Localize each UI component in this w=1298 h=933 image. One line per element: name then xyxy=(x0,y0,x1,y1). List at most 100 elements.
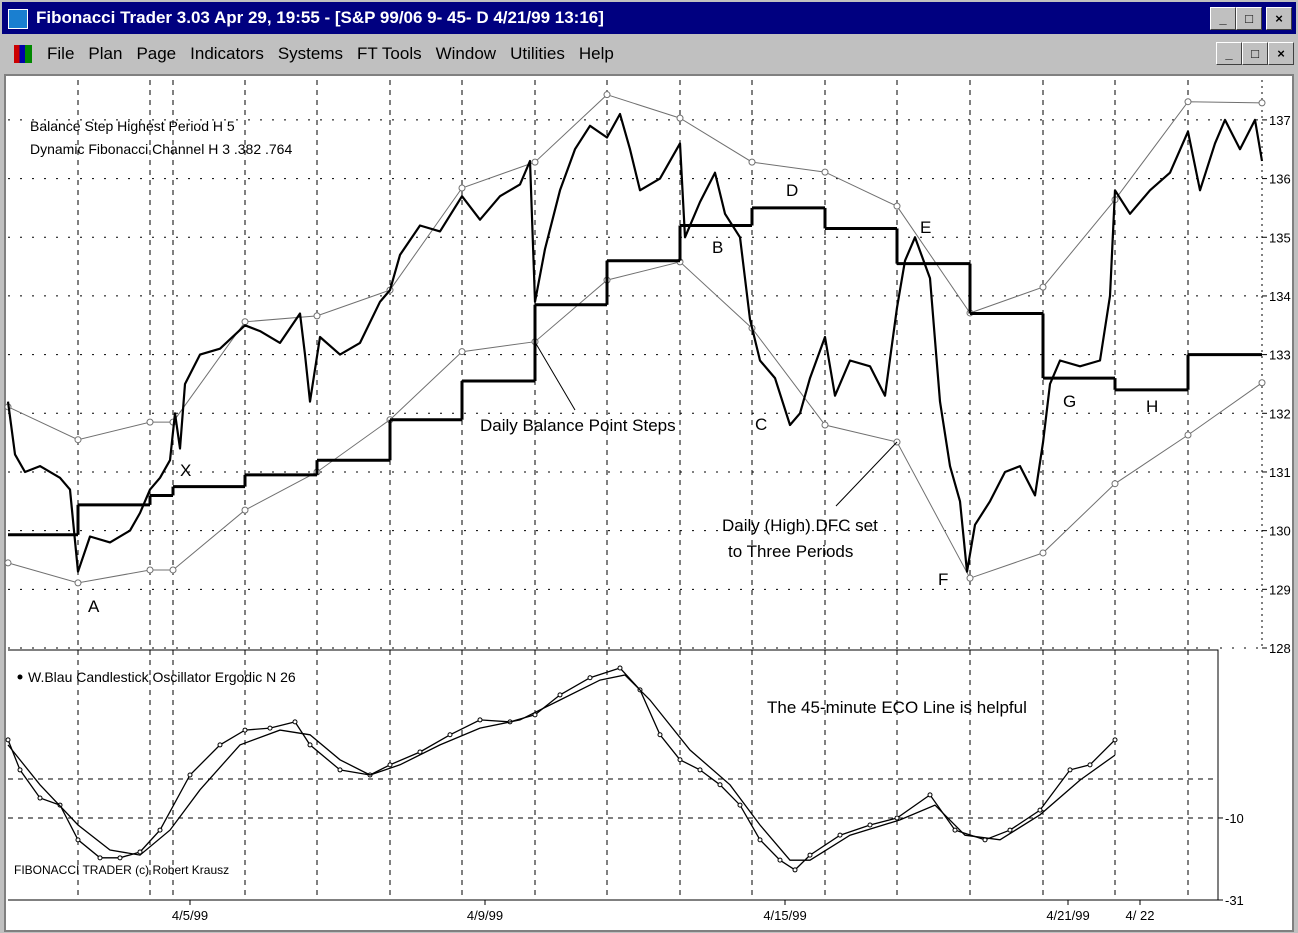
channel-point xyxy=(1039,283,1047,291)
annotation: Daily (High) DFC set xyxy=(722,516,878,535)
annotation: E xyxy=(920,218,931,237)
oscillator-point xyxy=(737,802,743,808)
grid: 128 129 130 131 132 133 134 135 136 137 -10 -31 4/5/… xyxy=(8,80,1291,923)
oscillator-point xyxy=(307,742,313,748)
menu-item[interactable]: Systems xyxy=(277,44,344,63)
menu-item[interactable]: Indicators xyxy=(190,44,264,63)
menu-item[interactable]: Utilities xyxy=(510,44,565,63)
oscillator-point xyxy=(927,792,933,798)
annotation: to Three Periods xyxy=(728,542,853,561)
annotation: H xyxy=(1146,397,1158,416)
y-tick-label: 136 xyxy=(1269,172,1291,187)
oscillator-point xyxy=(792,867,798,873)
doc-minimize-button[interactable]: _ xyxy=(1216,42,1242,65)
oscillator-point xyxy=(267,725,273,731)
y-tick-label: 137 xyxy=(1269,113,1291,128)
y-tick-label: -10 xyxy=(1225,811,1244,826)
y-tick-label: 128 xyxy=(1269,641,1291,656)
app-icon xyxy=(8,9,28,29)
doc-maximize-button[interactable]: □ xyxy=(1242,42,1268,65)
channel-point xyxy=(241,506,249,514)
x-tick-label: 4/21/99 xyxy=(1046,908,1089,923)
channel-point xyxy=(169,566,177,574)
oscillator-point xyxy=(187,772,193,778)
oscillator-point xyxy=(677,757,683,763)
close-button[interactable]: × xyxy=(1266,7,1292,30)
oscillator-point xyxy=(1007,827,1013,833)
oscillator-point xyxy=(97,855,103,861)
x-tick-label: 4/15/99 xyxy=(763,908,806,923)
x-tick-label: 4/5/99 xyxy=(172,908,208,923)
menu-item[interactable]: Window xyxy=(435,44,497,63)
legend-text: Dynamic Fibonacci Channel H 3 .382 .764 xyxy=(30,141,292,157)
channel-point xyxy=(821,168,829,176)
menu-item[interactable]: Help xyxy=(578,44,614,63)
channel-point xyxy=(313,312,321,320)
oscillator-frame xyxy=(8,649,1219,901)
channel-point xyxy=(1184,431,1192,439)
channel-point xyxy=(146,418,154,426)
oscillator-point xyxy=(952,827,958,833)
annotation: The 45-minute ECO Line is helpful xyxy=(767,698,1027,717)
channel-point xyxy=(1039,549,1047,557)
menu-item[interactable]: FT Tools xyxy=(357,44,422,63)
channel-point xyxy=(241,318,249,326)
oscillator-point xyxy=(137,849,143,855)
menu-item[interactable]: Plan xyxy=(88,44,123,63)
oscillator-point xyxy=(617,665,623,671)
menu-bar: File Plan Page Indicators Systems FT Tools Win… xyxy=(2,37,1296,71)
oscillator-point xyxy=(697,767,703,773)
oscillator-line xyxy=(7,674,1116,861)
legend-bullet xyxy=(17,674,23,680)
y-tick-label: 135 xyxy=(1269,230,1291,245)
footer: FIBONACCI TRADER (c) Robert Krausz xyxy=(14,863,229,877)
oscillator-point xyxy=(387,762,393,768)
oscillator-point xyxy=(5,737,11,743)
oscillator-point xyxy=(557,692,563,698)
annotation: A xyxy=(88,597,100,616)
x-tick-label: 4/9/99 xyxy=(467,908,503,923)
y-tick-label: 131 xyxy=(1269,465,1291,480)
oscillator-point xyxy=(242,727,248,733)
channel-point xyxy=(821,421,829,429)
y-tick-label: -31 xyxy=(1225,893,1244,908)
title-bar: Fibonacci Trader 3.03 Apr 29, 19:55 - [S… xyxy=(2,2,1296,34)
channel-point xyxy=(1258,379,1266,387)
oscillator-point xyxy=(807,852,813,858)
annotation: B xyxy=(712,238,723,257)
leader-line xyxy=(534,341,576,411)
annotation: G xyxy=(1063,392,1076,411)
minimize-button[interactable]: _ xyxy=(1210,7,1236,30)
maximize-button[interactable]: □ xyxy=(1236,7,1262,30)
annotation: X xyxy=(180,461,191,480)
oscillator-point xyxy=(657,732,663,738)
oscillator-point xyxy=(75,837,81,843)
oscillator-point xyxy=(587,675,593,681)
oscillator-point xyxy=(477,717,483,723)
oscillator-point xyxy=(1067,767,1073,773)
annotation: D xyxy=(786,181,798,200)
oscillator-point xyxy=(717,782,723,788)
channel-point xyxy=(1258,99,1266,107)
doc-close-button[interactable]: × xyxy=(1268,42,1294,65)
channel-point xyxy=(966,574,974,582)
menu-item[interactable]: File xyxy=(47,44,75,63)
channel-point xyxy=(74,579,82,587)
oscillator-point xyxy=(837,832,843,838)
channel-point xyxy=(458,348,466,356)
oscillator-point xyxy=(157,827,163,833)
channel-point xyxy=(146,566,154,574)
oscillator-point xyxy=(1037,807,1043,813)
oscillator-point xyxy=(894,815,900,821)
y-tick-label: 129 xyxy=(1269,582,1291,597)
oscillator-point xyxy=(757,837,763,843)
menu-item[interactable]: Page xyxy=(136,44,177,63)
leader-line xyxy=(835,441,898,507)
channel-point xyxy=(1184,98,1192,106)
channel-point xyxy=(748,158,756,166)
channel-point xyxy=(1111,480,1119,488)
doc-icon xyxy=(14,45,32,63)
oscillator-point xyxy=(1112,737,1118,743)
oscillator-point xyxy=(777,857,783,863)
